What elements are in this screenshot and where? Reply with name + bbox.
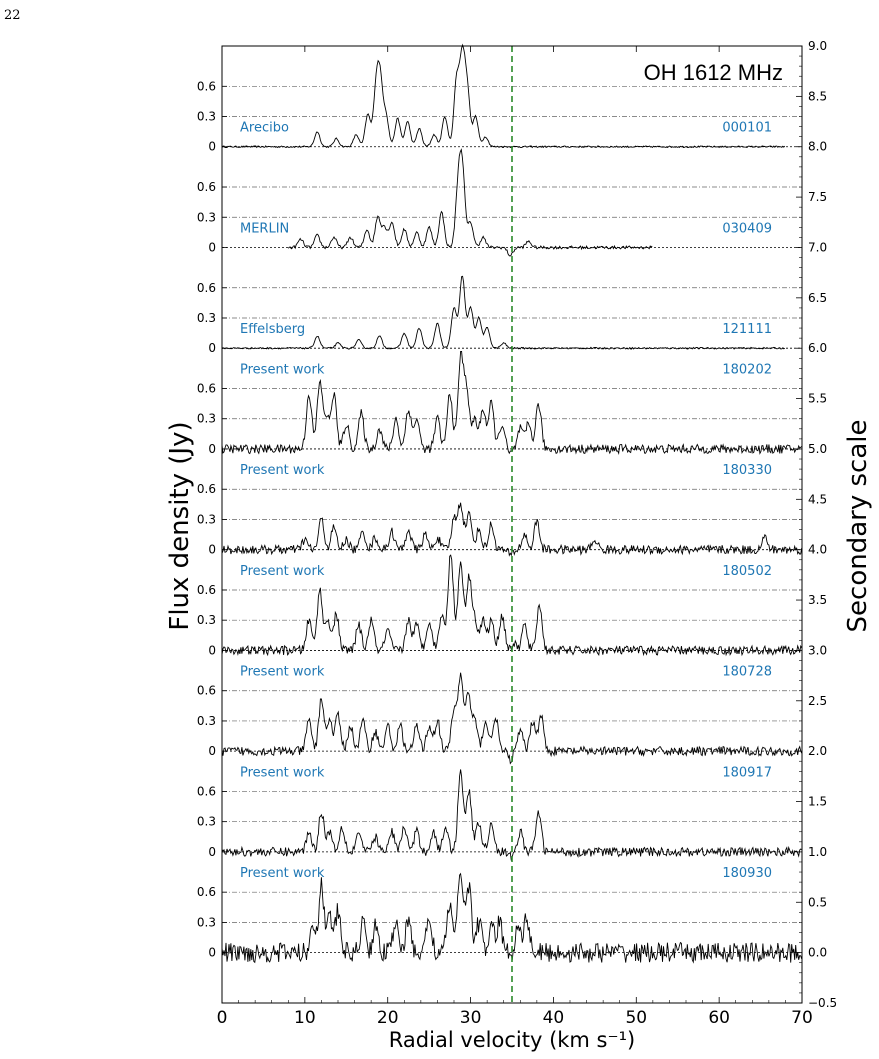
panel-y-tick-label: 0.3 (197, 412, 216, 426)
x-tick-label: 20 (377, 1008, 399, 1028)
panel-y-tick-label: 0.3 (197, 613, 216, 627)
telescope-label: MERLIN (240, 221, 289, 236)
panel-y-tick-label: 0.6 (197, 281, 216, 295)
y2-tick-label: 5.0 (808, 442, 827, 456)
telescope-label: Present work (240, 362, 325, 377)
spectrum-labels: Arecibo 000101 MERLIN 030409 Effelsberg 12111… (240, 121, 772, 881)
spectrum-trace (287, 148, 653, 257)
panel-y-tick-label: 0 (208, 543, 216, 557)
y2-tick-label: 7.5 (808, 190, 827, 204)
y2-tick-label: 6.0 (808, 341, 827, 355)
y2-tick-label: 0.0 (808, 946, 827, 960)
panel-y-tick-label: 0 (208, 341, 216, 355)
panel-y-tick-label: 0.3 (197, 110, 216, 124)
y2-tick-label: 5.5 (808, 392, 827, 406)
axis-ticks: 0.6 0.3 0 0.6 0.3 0 0.6 0.3 0 0.6 0.3 0 0.6 0.3 0 0.6 0.… (197, 39, 837, 1028)
x-tick-label: 10 (294, 1008, 316, 1028)
date-label: 180202 (722, 362, 772, 377)
date-label: 030409 (722, 221, 772, 236)
panel-y-tick-label: 0.6 (197, 482, 216, 496)
x-tick-label: 70 (791, 1008, 813, 1028)
panel-y-tick-label: 0 (208, 744, 216, 758)
spectra-traces (221, 43, 803, 964)
x-tick-label: 60 (708, 1008, 730, 1028)
y2-tick-label: 4.5 (808, 492, 827, 506)
panel-y-tick-label: 0.6 (197, 784, 216, 798)
telescope-label: Present work (240, 866, 325, 881)
panel-y-tick-label: 0.3 (197, 512, 216, 526)
panel-y-tick-label: 0.3 (197, 714, 216, 728)
panel-y-tick-label: 0.3 (197, 311, 216, 325)
panel-y-tick-label: 0.6 (197, 885, 216, 899)
date-label: 180330 (722, 463, 772, 478)
telescope-label: Present work (240, 564, 325, 579)
page-number: 22 (4, 8, 21, 23)
plot-frame (221, 45, 803, 1004)
x-tick-label: 0 (217, 1008, 228, 1028)
panel-y-tick-label: 0 (208, 643, 216, 657)
panel-y-tick-label: 0.3 (197, 915, 216, 929)
panel-y-tick-label: 0 (208, 845, 216, 859)
panel-y-tick-label: 0.6 (197, 583, 216, 597)
y2-tick-label: 1.0 (808, 845, 827, 859)
y2-tick-label: 3.5 (808, 593, 827, 607)
date-label: 180917 (722, 765, 772, 780)
y2-tick-label: 3.0 (808, 643, 827, 657)
y2-tick-label: 2.5 (808, 694, 827, 708)
y2-tick-label: 7.0 (808, 240, 827, 254)
chart-title: OH 1612 MHz (644, 60, 783, 85)
telescope-label: Present work (240, 665, 325, 680)
telescope-label: Effelsberg (240, 322, 305, 337)
x-tick-label: 50 (625, 1008, 647, 1028)
date-label: 121111 (722, 322, 772, 337)
y2-tick-label: 8.5 (808, 89, 827, 103)
panel-y-tick-label: 0.6 (197, 382, 216, 396)
spectrum-trace (221, 43, 786, 149)
y2-tick-label: 4.0 (808, 543, 827, 557)
panel-y-tick-label: 0.6 (197, 180, 216, 194)
spectrum-trace (221, 502, 803, 557)
x-axis-label: Radial velocity (km s⁻¹) (389, 1028, 635, 1052)
spectrum-trace (221, 275, 786, 350)
y2-tick-label: 2.0 (808, 744, 827, 758)
y2-tick-label: 9.0 (808, 39, 827, 53)
panel-y-tick-label: 0.6 (197, 79, 216, 93)
y2-tick-label: 8.0 (808, 140, 827, 154)
date-label: 180502 (722, 564, 772, 579)
y2-tick-label: 0.5 (808, 895, 827, 909)
secondary-axis-label: Secondary scale (843, 420, 873, 633)
telescope-label: Present work (240, 463, 325, 478)
date-label: 000101 (722, 121, 772, 136)
x-tick-label: 40 (543, 1008, 565, 1028)
panel-y-tick-label: 0 (208, 946, 216, 960)
date-label: 180728 (722, 665, 772, 680)
y2-tick-label: 6.5 (808, 291, 827, 305)
panel-y-tick-label: 0 (208, 240, 216, 254)
panel-y-tick-label: 0.6 (197, 684, 216, 698)
panel-y-tick-label: 0 (208, 442, 216, 456)
x-tick-label: 30 (460, 1008, 482, 1028)
panel-y-tick-label: 0 (208, 140, 216, 154)
y-axis-label: Flux density (Jy) (165, 421, 195, 630)
y2-tick-label: 1.5 (808, 795, 827, 809)
panel-y-tick-label: 0.3 (197, 815, 216, 829)
telescope-label: Present work (240, 765, 325, 780)
panel-y-tick-label: 0.3 (197, 210, 216, 224)
date-label: 180930 (722, 866, 772, 881)
telescope-label: Arecibo (240, 121, 289, 136)
y2-tick-label: −0.5 (808, 996, 837, 1010)
